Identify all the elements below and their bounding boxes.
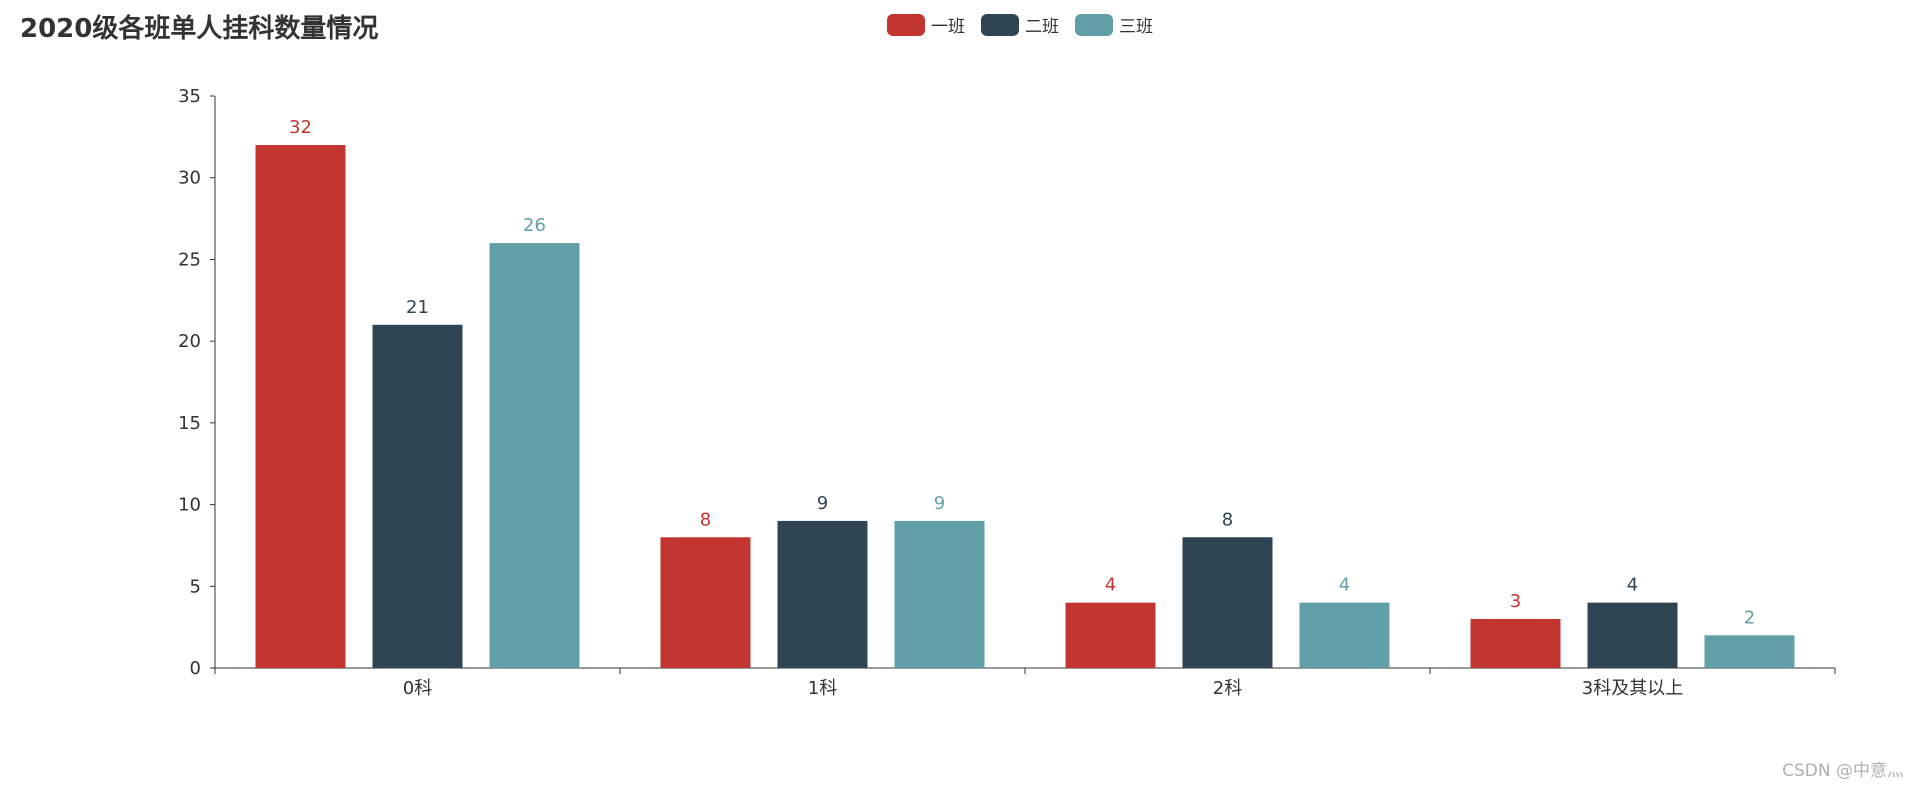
data-label-1-3: 3: [1510, 591, 1521, 612]
y-tick-label-0: 0: [190, 658, 201, 679]
y-tick-label-6: 30: [178, 168, 201, 189]
data-label-3-1: 9: [934, 493, 945, 514]
legend-label-series-2: 二班: [1025, 17, 1059, 37]
data-label-1-0: 32: [289, 117, 312, 138]
data-label-2-2: 8: [1222, 509, 1233, 530]
chart-title: 2020级各班单人挂科数量情况: [20, 14, 379, 44]
bar-1-2: [1065, 602, 1156, 668]
bar-2-3: [1587, 602, 1678, 668]
data-label-2-0: 21: [406, 297, 429, 318]
bar-1-3: [1470, 618, 1561, 668]
data-label-2-3: 4: [1627, 575, 1638, 596]
y-tick-label-7: 35: [178, 86, 201, 107]
y-tick-label-1: 5: [190, 576, 201, 597]
data-label-3-3: 2: [1744, 607, 1755, 628]
x-tick-label-0: 0科: [403, 678, 432, 699]
bar-2-1: [777, 520, 868, 668]
bar-2-0: [372, 324, 463, 668]
legend-label-series-1: 一班: [931, 17, 965, 37]
legend-item-series-3[interactable]: 三班: [1075, 12, 1153, 37]
y-tick-label-3: 15: [178, 413, 201, 434]
bar-3-3: [1704, 635, 1795, 668]
y-tick-label-4: 20: [178, 331, 201, 352]
legend-swatch-series-3: [1075, 13, 1113, 36]
legend-swatch-series-1: [887, 13, 925, 36]
y-tick-label-2: 10: [178, 495, 201, 516]
y-tick-label-5: 25: [178, 249, 201, 270]
data-label-3-2: 4: [1339, 575, 1350, 596]
data-label-3-0: 26: [523, 215, 546, 236]
bar-1-0: [255, 145, 346, 668]
watermark: CSDN @中意灬: [1782, 761, 1904, 781]
bar-2-2: [1182, 537, 1273, 668]
legend-swatch-series-2: [981, 13, 1019, 36]
bar-3-2: [1299, 602, 1390, 668]
data-label-1-2: 4: [1105, 575, 1116, 596]
x-tick-label-3: 3科及其以上: [1582, 678, 1683, 699]
bar-1-1: [660, 537, 751, 668]
bar-3-1: [894, 520, 985, 668]
x-tick-label-1: 1科: [808, 678, 837, 699]
data-label-1-1: 8: [700, 509, 711, 530]
legend-label-series-3: 三班: [1119, 17, 1153, 37]
legend-item-series-2[interactable]: 二班: [981, 12, 1059, 37]
chart-legend: 一班 二班 三班: [887, 12, 1153, 37]
legend-item-series-1[interactable]: 一班: [887, 12, 965, 37]
data-label-2-1: 9: [817, 493, 828, 514]
bar-3-0: [489, 243, 580, 669]
x-tick-label-2: 2科: [1213, 678, 1242, 699]
